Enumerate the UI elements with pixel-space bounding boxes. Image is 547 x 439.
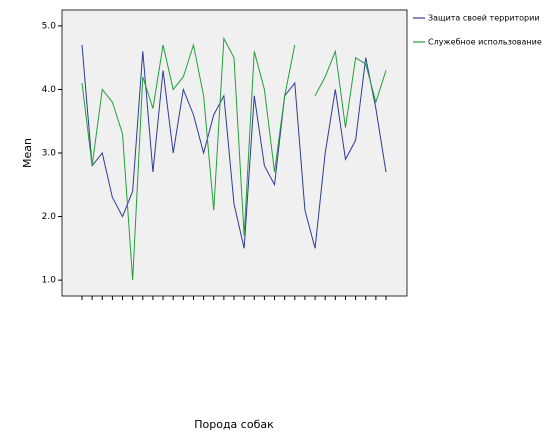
series-line <box>81 36 387 281</box>
y-tick-label: 2.0 <box>42 212 57 222</box>
y-tick-label: 3.0 <box>42 149 57 159</box>
legend-label: Служебное использование <box>428 38 542 47</box>
legend-label: Защита своей территории <box>428 14 540 23</box>
y-tick-label: 5.0 <box>42 21 57 31</box>
y-axis-label: Mean <box>21 138 34 168</box>
plot-area <box>61 9 408 297</box>
y-tick-label: 4.0 <box>42 85 57 95</box>
series-line <box>81 44 387 249</box>
x-axis-label: Порода собак <box>194 418 274 431</box>
y-tick-label: 1.0 <box>42 276 57 286</box>
